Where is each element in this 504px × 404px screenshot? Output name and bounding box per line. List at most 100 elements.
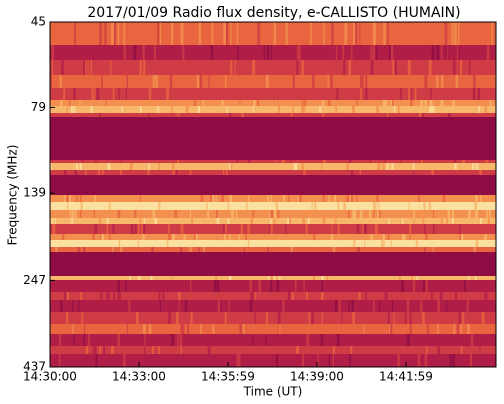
spectrum-streak xyxy=(374,224,378,234)
spectrum-streak xyxy=(189,247,193,252)
spectrum-streak xyxy=(311,202,313,210)
spectrum-streak xyxy=(152,210,156,218)
spectrum-streak xyxy=(356,100,358,106)
spectrum-streak xyxy=(471,163,475,170)
spectrum-streak xyxy=(292,75,295,88)
spectrum-streak xyxy=(454,163,457,170)
spectrum-streak xyxy=(190,312,193,324)
spectrum-streak xyxy=(475,210,478,218)
spectrum-streak xyxy=(272,276,276,280)
spectrum-streak xyxy=(94,195,96,202)
spectrum-streak xyxy=(109,234,111,240)
spectrum-streak xyxy=(74,22,77,45)
spectrum-streak xyxy=(270,276,274,280)
spectrum-streak xyxy=(249,280,253,292)
spectrum-streak xyxy=(65,240,68,247)
spectrum-streak xyxy=(394,60,397,75)
spectrum-streak xyxy=(398,276,401,280)
spectrum-streak xyxy=(270,210,274,218)
spectrum-streak xyxy=(370,60,374,75)
spectrum-streak xyxy=(424,247,426,252)
spectrum-streak xyxy=(272,202,274,210)
spectrum-streak xyxy=(151,247,154,252)
spectrum-streak xyxy=(152,346,154,354)
spectrum-streak xyxy=(103,346,106,354)
spectrum-streak xyxy=(342,45,345,60)
spectrum-streak xyxy=(50,75,52,88)
spectrum-streak xyxy=(369,160,372,163)
spectrum-streak xyxy=(298,45,301,60)
spectrum-streak xyxy=(182,324,185,334)
spectrum-streak xyxy=(249,300,253,312)
spectrum-streak xyxy=(440,45,443,60)
spectrum-streak xyxy=(210,45,214,60)
y-tick-label: 247 xyxy=(23,273,46,287)
spectrum-streak xyxy=(216,218,220,224)
spectrum-streak xyxy=(153,45,156,60)
spectrum-streak xyxy=(112,247,114,252)
spectrum-streak xyxy=(130,240,133,247)
spectrum-streak xyxy=(158,163,160,170)
spectrum-streak xyxy=(341,312,343,324)
spectrum-streak xyxy=(478,106,481,113)
spectrum-streak xyxy=(358,292,361,300)
spectrum-streak xyxy=(129,276,131,280)
spectrum-streak xyxy=(83,247,86,252)
spectrum-streak xyxy=(54,218,57,224)
spectrum-streak xyxy=(320,292,324,300)
spectrum-streak xyxy=(178,292,181,300)
spectrum-streak xyxy=(61,234,65,240)
spectrum-streak xyxy=(277,210,280,218)
spectrum-streak xyxy=(85,170,87,175)
spectrum-streak xyxy=(294,280,297,292)
spectrum-streak xyxy=(462,312,465,324)
spectrum-band xyxy=(50,60,496,75)
spectrum-streak xyxy=(275,202,278,210)
spectrum-streak xyxy=(229,195,233,202)
spectrum-streak xyxy=(415,240,418,247)
spectrum-streak xyxy=(430,88,432,100)
spectrum-streak xyxy=(61,60,64,75)
spectrum-streak xyxy=(169,75,173,88)
spectrum-band xyxy=(50,170,496,175)
spectrum-streak xyxy=(348,60,352,75)
spectrum-streak xyxy=(301,100,304,106)
spectrum-streak xyxy=(350,195,354,202)
spectrum-streak xyxy=(282,195,285,202)
spectrum-streak xyxy=(101,75,103,88)
spectrum-streak xyxy=(55,247,58,252)
spectrum-streak xyxy=(373,210,375,218)
spectrum-streak xyxy=(449,354,453,367)
spectrum-streak xyxy=(112,88,115,100)
spectrum-streak xyxy=(362,224,364,234)
chart-title: 2017/01/09 Radio flux density, e-CALLIST… xyxy=(87,5,460,21)
spectrum-streak xyxy=(429,106,433,113)
spectrum-streak xyxy=(139,218,142,224)
spectrum-streak xyxy=(456,324,460,334)
spectrum-streak xyxy=(215,210,218,218)
spectrum-streak xyxy=(454,292,457,300)
spectrum-streak xyxy=(225,170,228,175)
spectrum-streak xyxy=(108,202,111,210)
spectrum-streak xyxy=(418,113,422,117)
spectrum-streak xyxy=(328,195,330,202)
spectrum-streak xyxy=(130,163,133,170)
spectrum-streak xyxy=(258,280,262,292)
spectrum-streak xyxy=(200,195,204,202)
spectrum-streak xyxy=(256,100,260,106)
spectrum-streak xyxy=(202,240,205,247)
spectrum-band xyxy=(50,175,496,195)
spectrum-streak xyxy=(410,88,412,100)
spectrum-streak xyxy=(211,22,214,45)
spectrum-streak xyxy=(113,22,116,45)
spectrum-streak xyxy=(352,106,354,113)
spectrum-streak xyxy=(489,210,491,218)
spectrum-streak xyxy=(346,195,349,202)
spectrum-streak xyxy=(321,163,323,170)
spectrum-streak xyxy=(85,346,89,354)
spectrum-streak xyxy=(458,45,460,60)
spectrum-streak xyxy=(446,202,449,210)
spectrum-streak xyxy=(383,240,385,247)
spectrum-streak xyxy=(60,300,63,312)
spectrum-streak xyxy=(322,113,325,117)
